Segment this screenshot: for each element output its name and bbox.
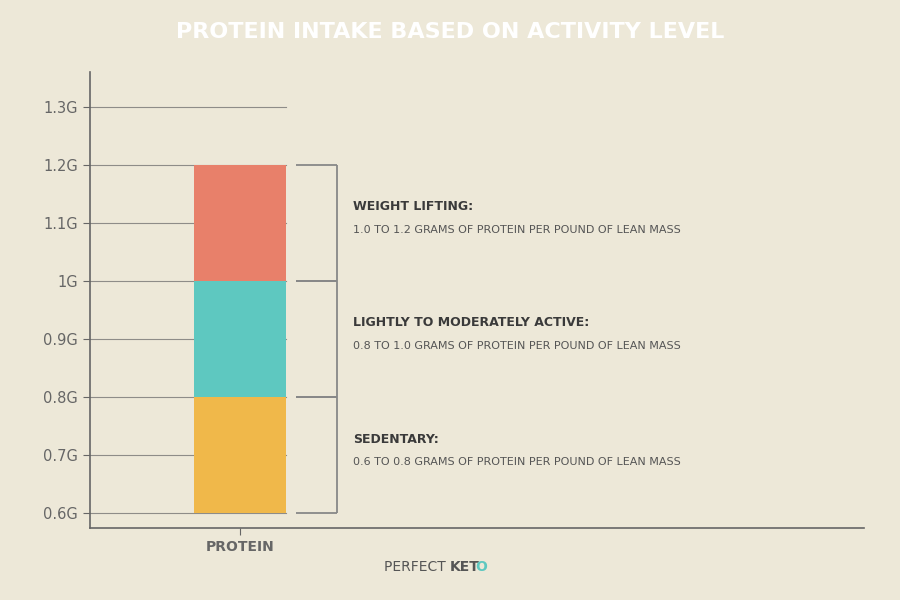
Text: PERFECT: PERFECT [384,560,450,574]
Text: 1.0 TO 1.2 GRAMS OF PROTEIN PER POUND OF LEAN MASS: 1.0 TO 1.2 GRAMS OF PROTEIN PER POUND OF… [354,225,681,235]
Text: 0.6 TO 0.8 GRAMS OF PROTEIN PER POUND OF LEAN MASS: 0.6 TO 0.8 GRAMS OF PROTEIN PER POUND OF… [354,457,681,467]
Bar [194,165,286,281]
Text: KET: KET [450,560,480,574]
Bar [194,281,286,397]
Text: WEIGHT LIFTING:: WEIGHT LIFTING: [354,200,473,213]
Text: SEDENTARY:: SEDENTARY: [354,433,439,446]
Text: LIGHTLY TO MODERATELY ACTIVE:: LIGHTLY TO MODERATELY ACTIVE: [354,316,590,329]
Bar [194,397,286,514]
Text: O: O [475,560,487,574]
Text: PROTEIN INTAKE BASED ON ACTIVITY LEVEL: PROTEIN INTAKE BASED ON ACTIVITY LEVEL [176,22,725,41]
Text: 0.8 TO 1.0 GRAMS OF PROTEIN PER POUND OF LEAN MASS: 0.8 TO 1.0 GRAMS OF PROTEIN PER POUND OF… [354,341,681,351]
